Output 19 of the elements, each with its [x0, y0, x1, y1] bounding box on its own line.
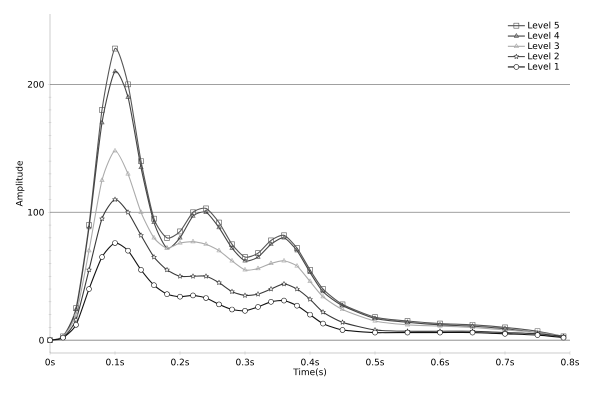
x-axis-title: Time(s)	[293, 368, 326, 376]
x-tick-label: 0.7s	[496, 358, 514, 366]
x-tick-label: 0.5s	[366, 358, 384, 366]
x-tick-label: 0.4s	[301, 358, 320, 366]
x-tick-label: 0.6s	[431, 358, 450, 366]
x-tick-label: 0.1s	[106, 358, 124, 366]
y-tick-label: 100	[28, 208, 44, 216]
y-tick-label: 0	[39, 336, 44, 344]
y-tick-label: 200	[28, 80, 44, 88]
y-axis-title: Amplitude	[16, 160, 24, 206]
x-tick-label: 0.2s	[171, 358, 190, 366]
legend-label: Level 3	[528, 42, 559, 50]
legend-label: Level 5	[528, 22, 559, 29]
x-tick-label: 0s	[45, 358, 55, 366]
legend-label: Level 4	[528, 32, 560, 39]
x-tick-label: 0.3s	[236, 358, 254, 366]
legend-label: Level 1	[528, 62, 559, 70]
legend-label: Level 2	[528, 52, 559, 60]
x-tick-label: 0.8s	[561, 358, 580, 366]
